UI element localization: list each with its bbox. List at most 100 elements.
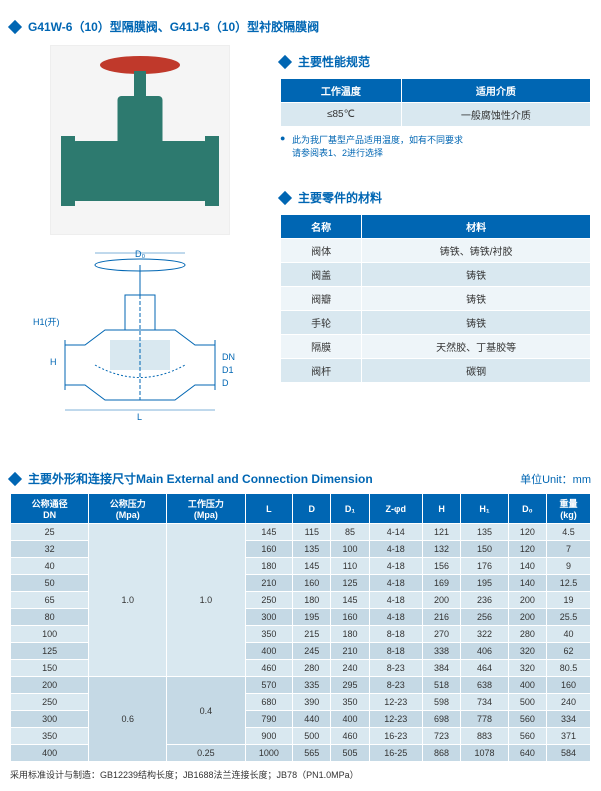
dim-cell: 12.5 (547, 575, 591, 592)
dim-cell: 500 (508, 694, 546, 711)
dim-cell: 335 (293, 677, 331, 694)
top-area: D₀ H1(开) H DN D1 D L 主要性能规范 工 (10, 45, 591, 455)
dim-cell: 320 (508, 660, 546, 677)
dim-cell: 200 (11, 677, 89, 694)
dim-cell: 565 (293, 745, 331, 762)
dim-cell: 150 (11, 660, 89, 677)
dim-cell: 350 (11, 728, 89, 745)
dim-cell: 322 (461, 626, 509, 643)
dim-cell: 338 (422, 643, 460, 660)
dim-cell: 160 (331, 609, 369, 626)
spec-media: 一般腐蚀性介质 (401, 103, 590, 127)
dim-cell: 638 (461, 677, 509, 694)
dim-cell: 50 (11, 575, 89, 592)
mat-cell: 阀杆 (281, 359, 362, 383)
dim-cell: 4-18 (369, 609, 422, 626)
dim-cell: 62 (547, 643, 591, 660)
label-l: L (137, 412, 142, 422)
dim-cell: 1.0 (89, 524, 167, 677)
mat-cell: 阀体 (281, 239, 362, 263)
dim-cell: 9 (547, 558, 591, 575)
label-d: D (222, 378, 229, 388)
dim-cell: 25 (11, 524, 89, 541)
dim-cell: 698 (422, 711, 460, 728)
dim-cell: 180 (331, 626, 369, 643)
dim-cell: 400 (331, 711, 369, 728)
dim-cell: 295 (331, 677, 369, 694)
dim-th: H (422, 494, 460, 524)
dim-cell: 240 (331, 660, 369, 677)
spec-th-media: 适用介质 (401, 79, 590, 103)
dim-cell: 176 (461, 558, 509, 575)
diamond-icon (278, 54, 292, 68)
dim-cell: 1000 (245, 745, 293, 762)
dim-cell: 16-23 (369, 728, 422, 745)
dim-cell: 160 (245, 541, 293, 558)
unit-label: 单位Unit：mm (520, 471, 591, 487)
dim-cell: 4-14 (369, 524, 422, 541)
dim-th: H₁ (461, 494, 509, 524)
dim-cell: 0.25 (167, 745, 245, 762)
dim-cell: 16-25 (369, 745, 422, 762)
main-title: G41W-6（10）型隔膜阀、G41J-6（10）型衬胶隔膜阀 (28, 18, 319, 35)
dim-th: 工作压力 (Mpa) (167, 494, 245, 524)
dim-cell: 598 (422, 694, 460, 711)
dim-cell: 40 (11, 558, 89, 575)
dim-cell: 371 (547, 728, 591, 745)
dim-cell: 250 (245, 592, 293, 609)
dim-cell: 560 (508, 728, 546, 745)
dim-cell: 334 (547, 711, 591, 728)
mat-th-name: 名称 (281, 215, 362, 239)
dim-cell: 19 (547, 592, 591, 609)
dim-cell: 8-18 (369, 643, 422, 660)
dim-cell: 320 (508, 643, 546, 660)
dim-cell: 140 (508, 575, 546, 592)
dim-cell: 460 (245, 660, 293, 677)
dim-cell: 500 (293, 728, 331, 745)
dim-cell: 245 (293, 643, 331, 660)
dim-cell: 464 (461, 660, 509, 677)
dim-cell: 180 (293, 592, 331, 609)
dim-cell: 80.5 (547, 660, 591, 677)
mat-cell: 天然胶、丁基胶等 (362, 335, 591, 359)
dim-cell: 25.5 (547, 609, 591, 626)
label-d0: D₀ (135, 249, 145, 259)
dim-cell: 256 (461, 609, 509, 626)
flange-right-icon (205, 136, 219, 206)
dim-cell: 7 (547, 541, 591, 558)
dim-cell: 215 (293, 626, 331, 643)
right-column: 主要性能规范 工作温度 适用介质 ≤85℃ 一般腐蚀性介质 此为我厂基型产品适用… (280, 45, 591, 455)
mat-header: 主要零件的材料 (280, 189, 591, 206)
dim-cell: 1.0 (167, 524, 245, 677)
dim-cell: 0.4 (167, 677, 245, 745)
dim-cell: 790 (245, 711, 293, 728)
diamond-icon (8, 471, 22, 485)
mat-title: 主要零件的材料 (298, 189, 382, 206)
dim-cell: 883 (461, 728, 509, 745)
dim-cell: 350 (331, 694, 369, 711)
dim-cell: 80 (11, 609, 89, 626)
dim-cell: 65 (11, 592, 89, 609)
bonnet-icon (118, 96, 163, 146)
spec-th-temp: 工作温度 (281, 79, 402, 103)
dim-cell: 200 (508, 592, 546, 609)
dim-cell: 350 (245, 626, 293, 643)
dim-th: D₀ (508, 494, 546, 524)
dim-cell: 778 (461, 711, 509, 728)
dim-cell: 135 (461, 524, 509, 541)
dim-th: D (293, 494, 331, 524)
dim-th: 公称通径 DN (11, 494, 89, 524)
dim-th: L (245, 494, 293, 524)
dim-cell: 100 (331, 541, 369, 558)
dim-cell: 250 (11, 694, 89, 711)
dim-cell: 400 (11, 745, 89, 762)
dim-cell: 8-23 (369, 660, 422, 677)
mat-cell: 手轮 (281, 311, 362, 335)
dim-cell: 270 (422, 626, 460, 643)
dim-cell: 180 (245, 558, 293, 575)
dim-cell: 145 (331, 592, 369, 609)
dim-cell: 210 (245, 575, 293, 592)
dim-cell: 300 (11, 711, 89, 728)
dim-cell: 518 (422, 677, 460, 694)
dim-cell: 216 (422, 609, 460, 626)
